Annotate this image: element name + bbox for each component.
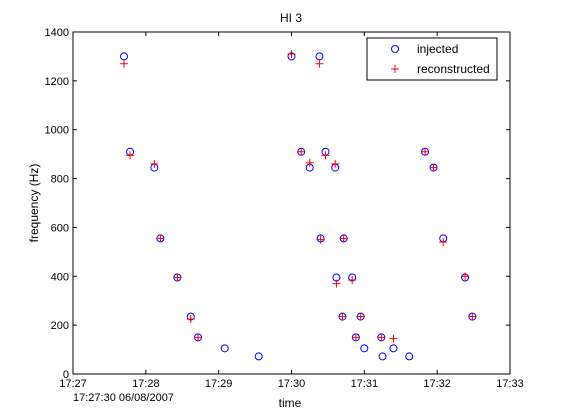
legend-box [366, 37, 498, 81]
x-tick-label: 17:28 [132, 378, 160, 390]
reconstructed-point [348, 275, 357, 284]
injected-point [254, 352, 263, 361]
legend-label-reconstructed: reconstructed [417, 62, 490, 76]
x-tick-label: 17:32 [423, 378, 451, 390]
chart-title: HI 3 [280, 11, 302, 25]
reconstructed-point [351, 333, 360, 342]
y-tick-label: 400 [51, 271, 69, 283]
reconstructed-point [332, 279, 341, 288]
legend: injected reconstructed [366, 37, 498, 81]
x-tick-label: 17:27 [59, 378, 87, 390]
x-tick-label: 17:33 [496, 378, 524, 390]
reconstructed-point [439, 238, 448, 247]
plot-area [72, 31, 511, 375]
reconstructed-point [126, 151, 135, 160]
injected-point [220, 344, 229, 353]
reconstructed-point [194, 333, 203, 342]
reconstructed-point [468, 312, 477, 321]
reconstructed-point [305, 158, 314, 167]
x-tick-label: 17:29 [205, 378, 233, 390]
reconstructed-point [186, 315, 195, 324]
y-tick-label: 0 [63, 369, 69, 381]
y-tick-label: 1000 [45, 125, 69, 137]
reconstructed-point [339, 234, 348, 243]
legend-marker-reconstructed [391, 65, 399, 73]
injected-point [378, 352, 387, 361]
reconstructed-point [331, 159, 340, 168]
x-tick-label: 17:30 [278, 378, 306, 390]
y-tick-label: 600 [51, 222, 69, 234]
y-tick-label: 1400 [45, 27, 69, 39]
reconstructed-point [389, 334, 398, 343]
reconstructed-point [119, 59, 128, 68]
y-tick-label: 200 [51, 320, 69, 332]
reconstructed-point [173, 273, 182, 282]
reconstructed-point [356, 312, 365, 321]
y-axis-label: frequency (Hz) [27, 164, 41, 243]
y-tick-label: 1200 [45, 76, 69, 88]
reconstructed-point [421, 147, 430, 156]
reconstructed-point [377, 333, 386, 342]
reconstructed-point [156, 234, 165, 243]
reconstructed-point [150, 159, 159, 168]
reconstructed-point [316, 235, 325, 244]
reconstructed-point [338, 312, 347, 321]
x-axis-label: time [279, 396, 302, 410]
x-origin-label: 17:27:30 06/08/2007 [73, 392, 174, 404]
data-marks [119, 49, 477, 361]
injected-point [360, 344, 369, 353]
reconstructed-point [321, 151, 330, 160]
reconstructed-point [315, 59, 324, 68]
reconstructed-point [287, 49, 296, 58]
legend-marker-injected [391, 45, 399, 53]
legend-label-injected: injected [417, 42, 458, 56]
reconstructed-point [461, 272, 470, 281]
injected-point [405, 352, 414, 361]
reconstructed-point [429, 163, 438, 172]
x-tick-label: 17:31 [351, 378, 379, 390]
axis-ticks: 17:27 17:28 17:29 17:30 17:31 17:32 17:33 0 200 4… [45, 27, 524, 390]
injected-point [389, 344, 398, 353]
y-tick-label: 800 [51, 174, 69, 186]
reconstructed-point [297, 147, 306, 156]
